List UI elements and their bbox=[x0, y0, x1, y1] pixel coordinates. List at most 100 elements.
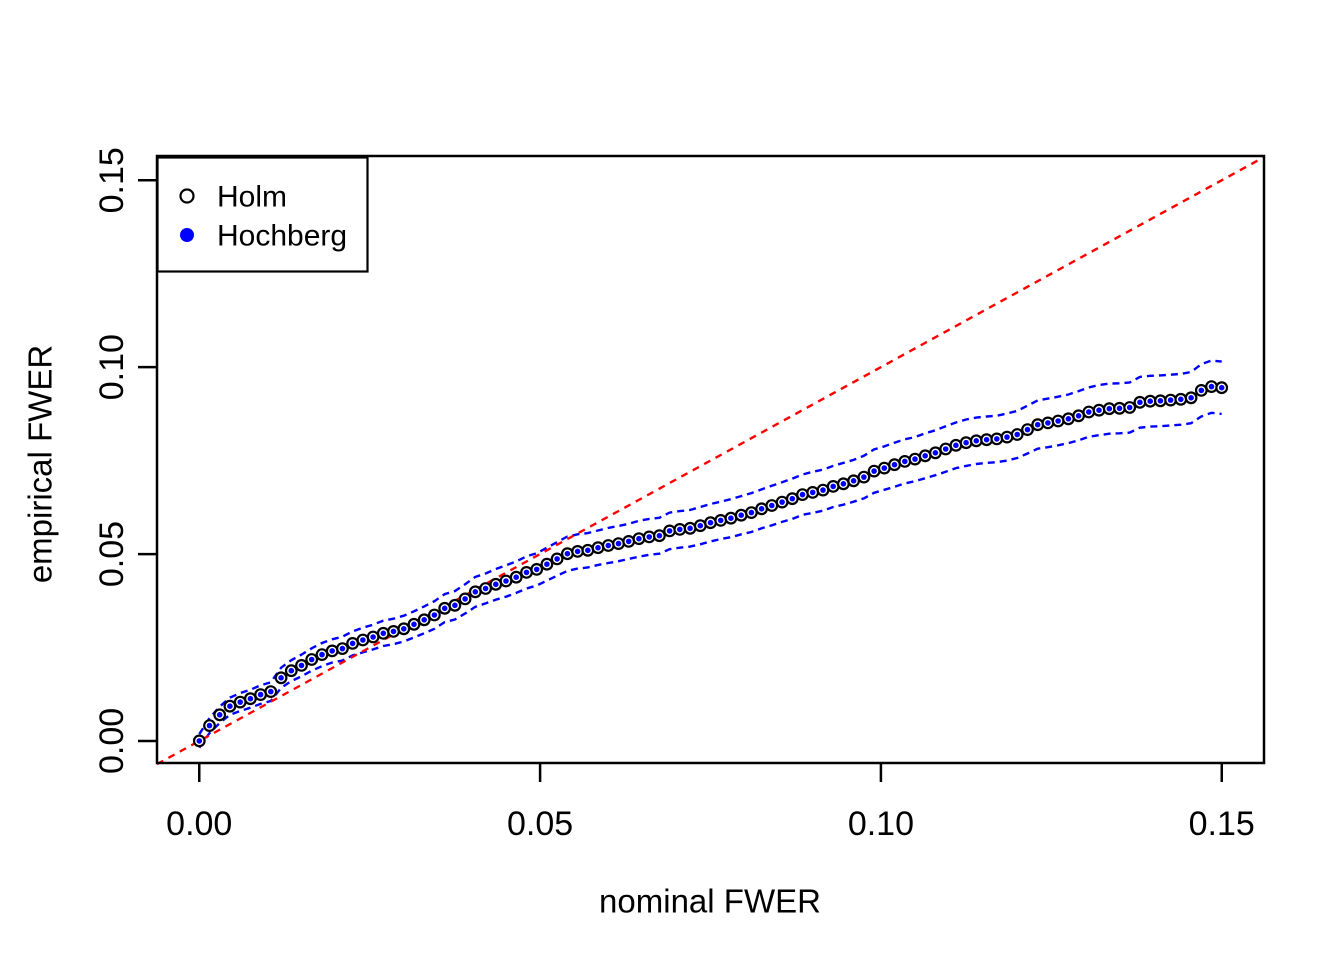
hochberg-point bbox=[533, 566, 540, 573]
hochberg-point bbox=[902, 458, 908, 465]
hochberg-point bbox=[625, 538, 632, 545]
hochberg-point bbox=[1167, 397, 1174, 403]
hochberg-point bbox=[666, 528, 673, 534]
hochberg-point bbox=[1126, 404, 1133, 411]
y-axis-tick-label: 0.15 bbox=[93, 147, 131, 213]
legend: Holm Hochberg bbox=[156, 156, 369, 273]
hochberg-point bbox=[401, 626, 407, 632]
hochberg-point bbox=[932, 450, 939, 456]
hochberg-point bbox=[523, 569, 530, 576]
hochberg-point bbox=[206, 722, 213, 729]
hochberg-point bbox=[758, 506, 765, 512]
hochberg-point bbox=[503, 578, 509, 584]
hochberg-point bbox=[288, 667, 295, 674]
hochberg-point bbox=[1065, 416, 1072, 422]
hochberg-point bbox=[677, 526, 683, 533]
hochberg-point bbox=[564, 550, 571, 557]
hochberg-point bbox=[1188, 395, 1194, 401]
hochberg-point bbox=[942, 446, 949, 452]
x-axis-tick-label: 0.00 bbox=[166, 805, 232, 843]
hochberg-point bbox=[1208, 383, 1215, 390]
hochberg-point bbox=[257, 691, 264, 698]
identity-line bbox=[156, 156, 1265, 766]
hochberg-point bbox=[912, 456, 918, 462]
hochberg-point bbox=[840, 481, 847, 487]
hochberg-point bbox=[1096, 407, 1102, 414]
chart-generated-layer: 0.00 0.05 0.10 0.15 0.00 0.05 0.10 0.15 bbox=[93, 147, 1266, 843]
hochberg-point bbox=[380, 630, 387, 637]
hochberg-point bbox=[830, 483, 836, 490]
hochberg-point bbox=[646, 534, 652, 540]
hochberg-point bbox=[1086, 409, 1092, 415]
legend-label-hochberg: Hochberg bbox=[217, 220, 347, 253]
hochberg-point bbox=[1137, 399, 1143, 406]
hochberg-point bbox=[585, 547, 591, 554]
hochberg-point bbox=[973, 438, 980, 444]
hochberg-point bbox=[615, 540, 622, 547]
hochberg-point bbox=[850, 478, 857, 484]
hochberg-point bbox=[1157, 398, 1164, 404]
y-axis-tick-label: 0.10 bbox=[93, 334, 131, 400]
hochberg-point bbox=[227, 703, 233, 709]
hochberg-point bbox=[472, 589, 479, 595]
hochberg-point bbox=[789, 495, 796, 502]
hochberg-point bbox=[656, 532, 663, 539]
hochberg-point bbox=[390, 628, 397, 635]
hochberg-point bbox=[881, 465, 888, 471]
confidence-band-upper bbox=[198, 359, 1222, 735]
hochberg-point bbox=[513, 574, 519, 580]
legend-box bbox=[156, 156, 369, 273]
hochberg-point bbox=[1055, 418, 1061, 424]
hochberg-point bbox=[1034, 421, 1041, 428]
hochberg-point bbox=[738, 512, 744, 518]
hochberg-point bbox=[298, 662, 305, 669]
x-axis-title: nominal FWER bbox=[599, 883, 821, 920]
hochberg-point bbox=[441, 605, 448, 612]
hochberg-point bbox=[278, 675, 284, 681]
hochberg-point bbox=[1075, 413, 1082, 419]
x-axis-tick-label: 0.10 bbox=[848, 805, 914, 843]
hochberg-point bbox=[1024, 426, 1031, 433]
hochberg-point bbox=[370, 634, 376, 640]
y-axis-tick-label: 0.00 bbox=[93, 708, 131, 774]
hochberg-point bbox=[799, 491, 806, 498]
hochberg-point bbox=[493, 581, 499, 588]
hochberg-point bbox=[1004, 434, 1010, 440]
hochberg-point bbox=[861, 474, 867, 480]
hochberg-point bbox=[707, 519, 714, 526]
hochberg-point bbox=[820, 487, 826, 493]
hochberg-point bbox=[922, 453, 928, 459]
hochberg-point bbox=[349, 640, 356, 647]
hochberg-point bbox=[1147, 398, 1153, 405]
hochberg-point bbox=[963, 439, 969, 446]
hochberg-point bbox=[891, 461, 898, 468]
hochberg-point bbox=[994, 436, 1000, 442]
hochberg-point bbox=[196, 738, 203, 744]
hochberg-point bbox=[554, 556, 560, 562]
hochberg-point bbox=[247, 695, 254, 702]
legend-holm-open-circle-icon bbox=[179, 188, 195, 204]
hochberg-point bbox=[452, 602, 458, 609]
hochberg-point bbox=[482, 585, 489, 592]
y-axis-title: empirical FWER bbox=[22, 345, 59, 583]
hochberg-point bbox=[319, 651, 325, 658]
hochberg-point bbox=[1014, 431, 1020, 438]
hochberg-point bbox=[1178, 396, 1184, 403]
legend-hochberg-filled-circle-icon bbox=[180, 228, 194, 242]
hochberg-point bbox=[769, 502, 775, 509]
hochberg-point bbox=[871, 468, 877, 474]
hochberg-point bbox=[329, 648, 336, 654]
hochberg-point bbox=[1106, 405, 1113, 412]
hochberg-point bbox=[809, 489, 816, 496]
x-axis-tick-label: 0.15 bbox=[1189, 805, 1255, 843]
confidence-band-lower bbox=[198, 411, 1222, 749]
hochberg-point bbox=[268, 688, 274, 695]
hochberg-point bbox=[421, 617, 428, 623]
hochberg-point bbox=[544, 561, 550, 567]
hochberg-point bbox=[237, 699, 243, 705]
plot-box bbox=[155, 154, 1266, 765]
hochberg-point bbox=[574, 548, 581, 555]
hochberg-point bbox=[636, 535, 642, 542]
hochberg-point bbox=[360, 637, 366, 643]
